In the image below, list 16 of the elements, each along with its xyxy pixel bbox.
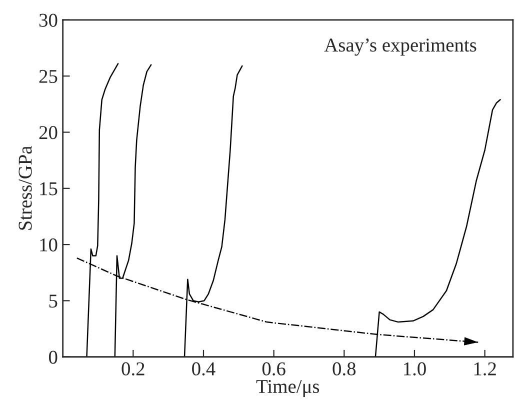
x-tick-label: 0.8 [332,362,356,376]
y-tick-label: 25 [39,70,58,83]
x-tick-label: 0.2 [122,362,144,376]
y-tick-label: 0 [48,350,58,364]
x-tick-label: 1.0 [404,362,426,376]
y-tick-label: 5 [49,294,58,308]
annotation: Asay’s experiments [324,38,476,56]
x-tick-label: 1.2 [474,362,496,376]
x-tick-label: 0.4 [192,362,216,376]
y-tick-label: 20 [39,126,58,140]
y-tick-label: 15 [40,182,58,196]
y-axis-title: Stress/GPa [18,146,32,230]
x-tick-label: 0.6 [262,362,286,376]
y-tick-label: 10 [40,238,58,252]
y-tick-label: 30 [39,14,58,27]
x-axis-title: Time/μs [256,380,320,397]
